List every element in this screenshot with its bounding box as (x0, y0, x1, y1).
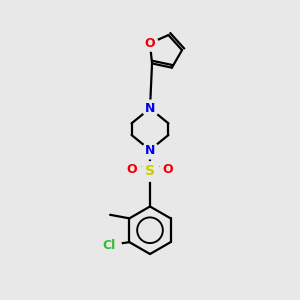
Text: O: O (145, 37, 155, 50)
Text: O: O (163, 163, 173, 176)
Text: O: O (127, 163, 137, 176)
Text: N: N (145, 102, 155, 115)
Text: N: N (145, 143, 155, 157)
Text: S: S (145, 164, 155, 178)
Text: Cl: Cl (103, 238, 116, 252)
